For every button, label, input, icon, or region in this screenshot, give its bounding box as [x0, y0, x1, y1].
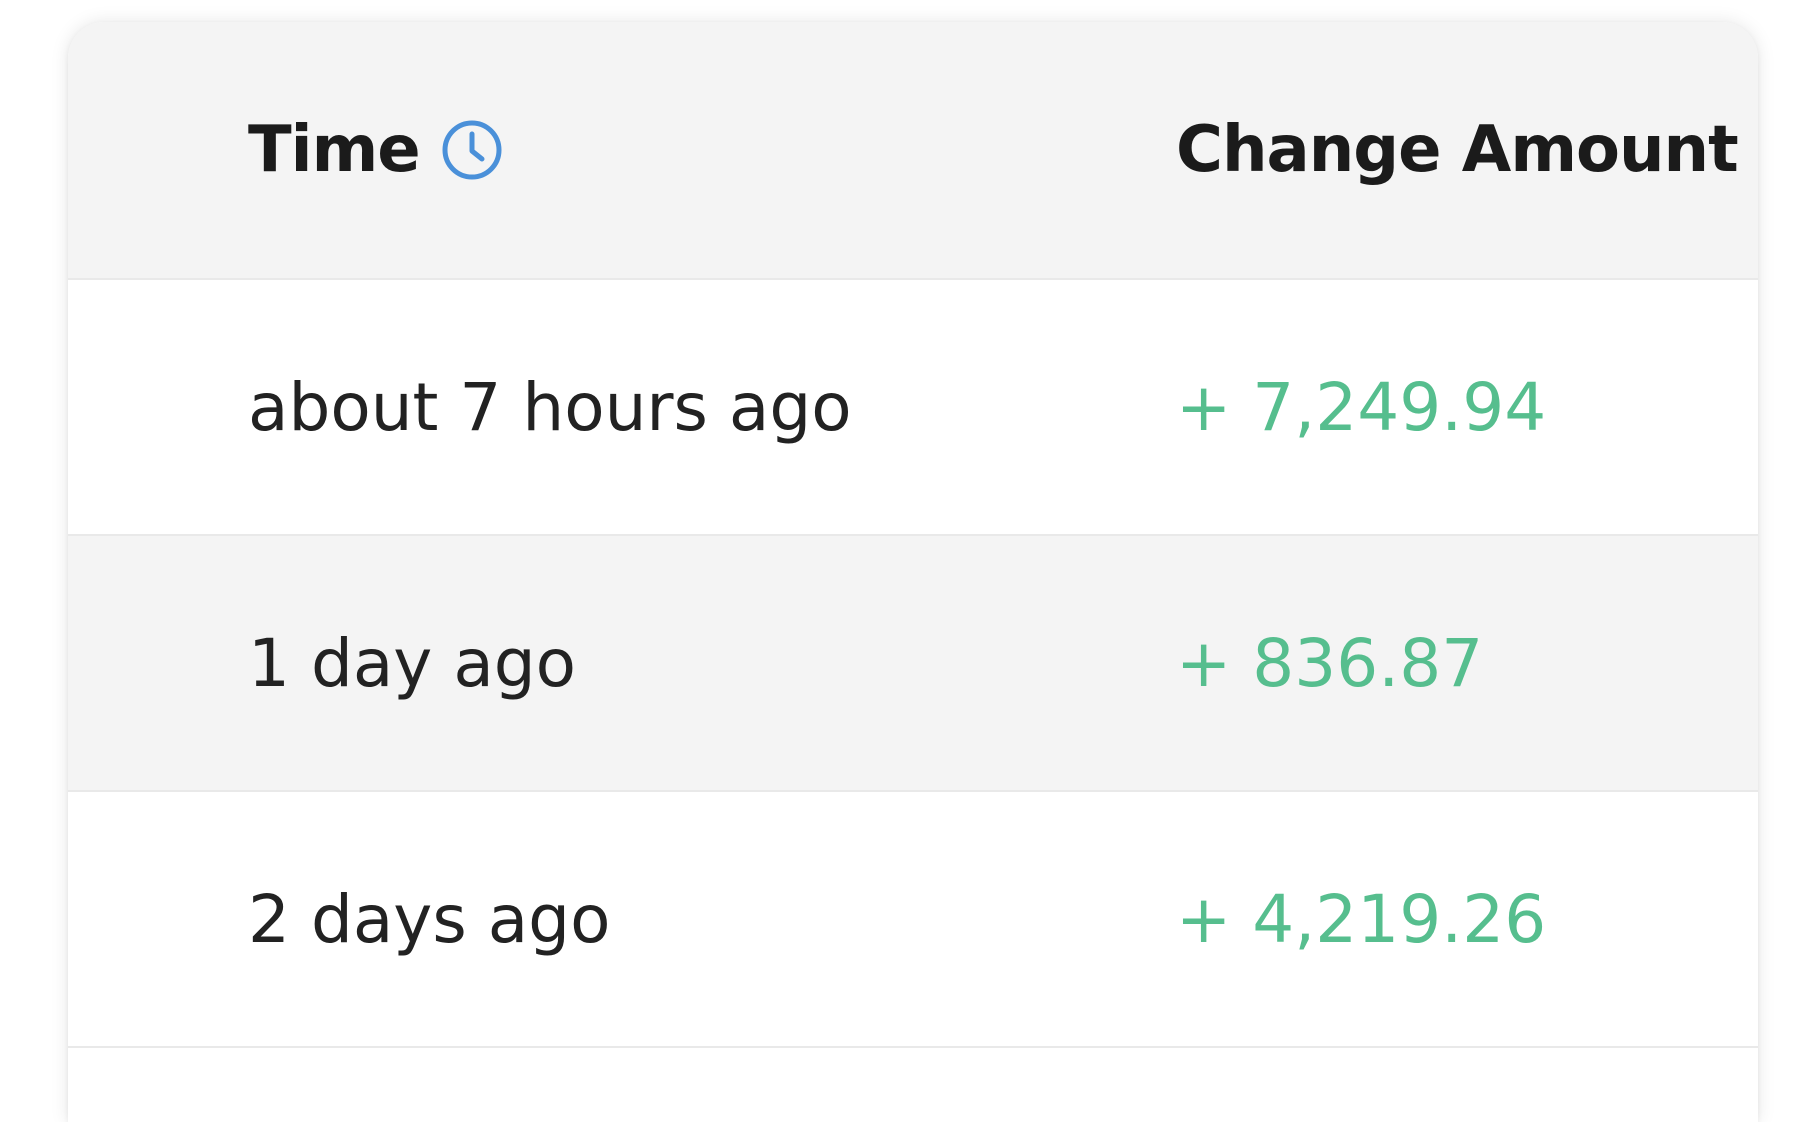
change-amount-column-header[interactable]: Change Amount: [1176, 113, 1739, 187]
amount-cell: + 7,249.94: [1176, 369, 1546, 446]
time-header-label: Time: [248, 113, 421, 187]
amount-cell: + 4,219.26: [1176, 881, 1546, 958]
time-column-header[interactable]: Time: [248, 113, 504, 187]
time-cell: about 7 hours ago: [248, 369, 852, 446]
time-value: 1 day ago: [248, 624, 577, 702]
time-cell: 2 days ago: [248, 881, 610, 958]
clock-icon: [440, 118, 504, 182]
amount-value: + 836.87: [1176, 624, 1484, 702]
transactions-table: Time Change Amount about 7 hours ago + 7…: [68, 22, 1758, 1122]
time-value: about 7 hours ago: [248, 368, 852, 446]
table-row[interactable]: 1 day ago + 836.87: [68, 536, 1758, 792]
change-amount-header-label: Change Amount: [1176, 113, 1739, 187]
table-row[interactable]: 2 days ago + 4,219.26: [68, 792, 1758, 1048]
amount-value: + 7,249.94: [1176, 368, 1547, 446]
table-row[interactable]: about 7 hours ago + 7,249.94: [68, 280, 1758, 536]
time-value: 2 days ago: [248, 880, 611, 958]
amount-cell: + 836.87: [1176, 625, 1483, 702]
time-cell: 1 day ago: [248, 625, 576, 702]
table-header-row: Time Change Amount: [68, 22, 1758, 280]
amount-value: + 4,219.26: [1176, 880, 1547, 958]
